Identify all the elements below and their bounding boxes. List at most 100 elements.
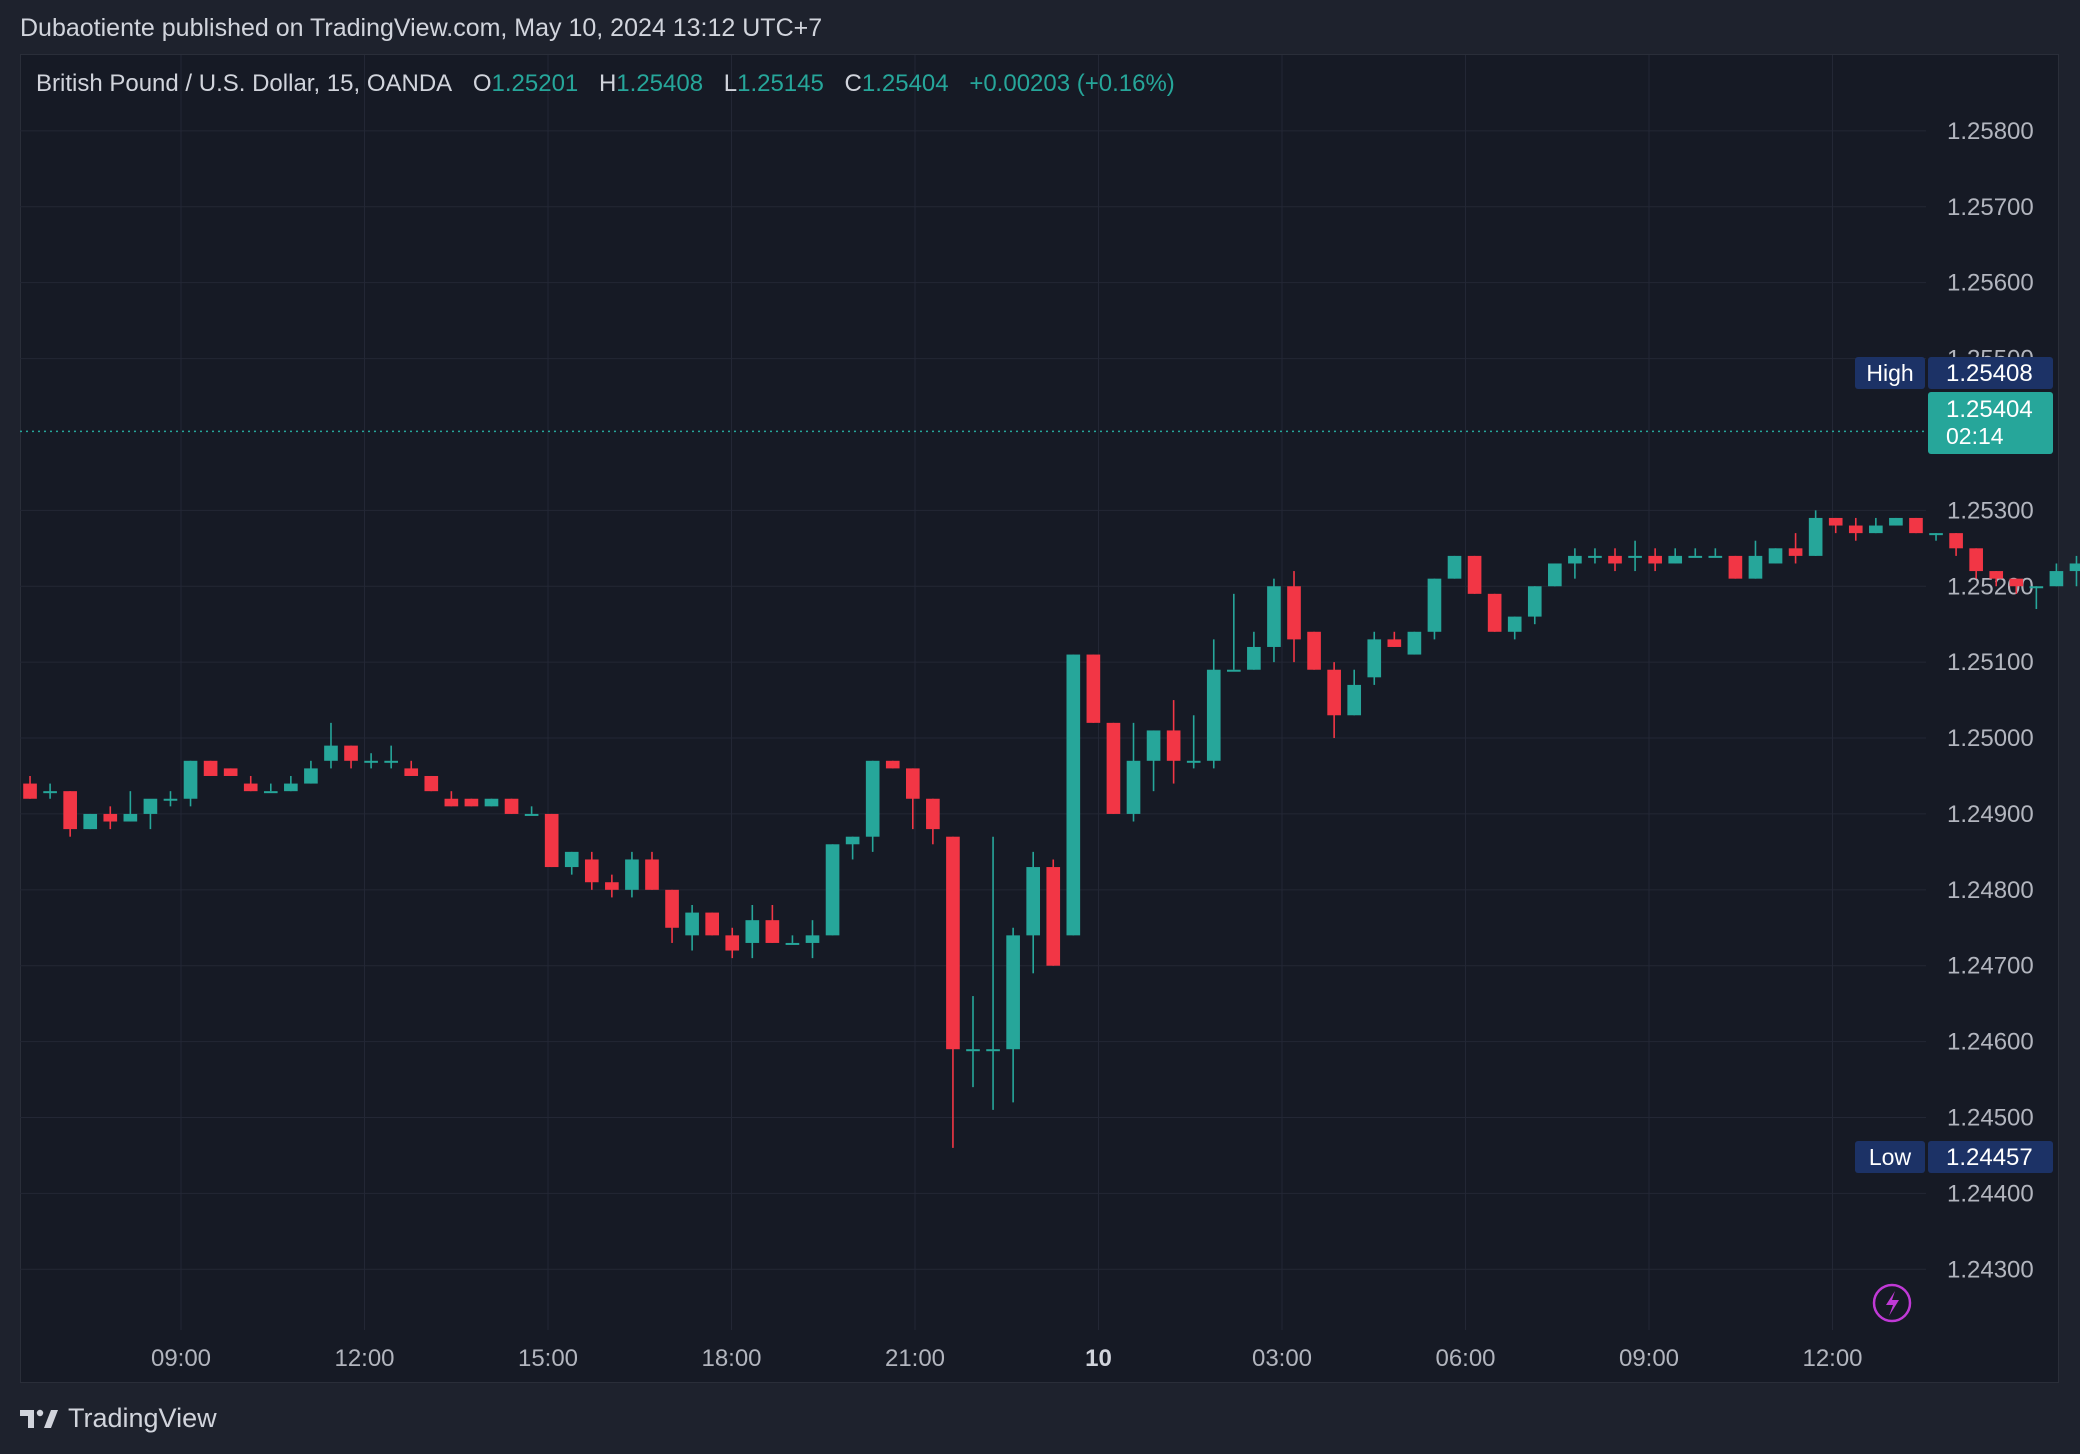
candle-body <box>183 760 198 799</box>
chart-frame[interactable] <box>20 54 2059 1383</box>
low-label: Low <box>1869 1144 1912 1170</box>
candle-body <box>805 935 820 943</box>
candle-body <box>725 935 740 951</box>
time-tick-label: 03:00 <box>1252 1345 1312 1372</box>
candle-body <box>143 798 158 814</box>
price-tick-label: 1.24500 <box>1947 1105 2034 1132</box>
candle-body <box>1648 555 1662 564</box>
tradingview-logo-icon <box>20 1409 58 1428</box>
symbol-title[interactable]: British Pound / U.S. Dollar, 15, OANDA <box>36 70 453 97</box>
candle-body <box>665 889 679 928</box>
candle-body <box>1688 555 1703 558</box>
time-tick-label: 12:00 <box>1802 1345 1862 1372</box>
candle-body <box>584 859 599 883</box>
price-tick-label: 1.24800 <box>1947 877 2034 904</box>
candle-body <box>404 768 419 776</box>
candle-body <box>1206 669 1221 761</box>
candle-body <box>1407 631 1422 655</box>
candle-body <box>1367 639 1382 678</box>
open-value: 1.25201 <box>491 70 579 97</box>
open-label: O <box>472 70 492 97</box>
candle-body <box>1527 586 1542 617</box>
lightning-icon[interactable] <box>1872 1283 1912 1323</box>
candle-body <box>605 882 619 890</box>
time-tick-label: 12:00 <box>334 1345 394 1372</box>
candle-body <box>1387 639 1402 647</box>
candle-body <box>2029 586 2044 589</box>
candle-body <box>284 783 298 792</box>
candle-body <box>1568 555 1582 564</box>
candle-body <box>564 851 579 868</box>
candle-body <box>1026 867 1041 936</box>
candle-body <box>63 791 77 830</box>
candle-body <box>845 836 860 845</box>
candle-body <box>986 1049 1000 1052</box>
close-label: C <box>844 70 862 97</box>
candle-body <box>926 798 940 830</box>
candle-body <box>1146 730 1161 761</box>
close-value: 1.25404 <box>861 70 949 97</box>
candle-body <box>324 745 338 761</box>
high-label: High <box>1866 360 1913 386</box>
countdown-timer: 02:14 <box>1946 423 2004 449</box>
price-tick-label: 1.24300 <box>1947 1256 2034 1283</box>
high-price-bg <box>1928 357 2053 389</box>
candle-body <box>1889 517 1903 526</box>
candle-body <box>2009 578 2024 587</box>
low-price-bg <box>1928 1141 2053 1173</box>
candle-body <box>1748 555 1763 579</box>
candle-body <box>1768 548 1783 564</box>
candle-body <box>1166 730 1181 761</box>
candle-body <box>23 783 37 799</box>
candle-body <box>1086 654 1101 723</box>
candle-body <box>1548 563 1562 587</box>
candle-body <box>1307 631 1321 670</box>
candle-body <box>504 798 519 814</box>
high-label-marker: High 1.25408 <box>1855 357 2053 389</box>
candle-body <box>1848 525 1863 534</box>
candle-body <box>1668 555 1683 564</box>
candle-body <box>263 791 278 794</box>
candle-body <box>1287 586 1301 640</box>
candle-body <box>625 859 639 890</box>
candle-body <box>1267 586 1281 647</box>
candle-body <box>966 1049 980 1052</box>
high-price: 1.25408 <box>1946 360 2033 387</box>
published-line: Dubaotiente published on TradingView.com… <box>20 14 823 42</box>
candle-body <box>1588 555 1602 558</box>
last-price-value: 1.25404 <box>1946 396 2033 423</box>
time-tick-label: 09:00 <box>1619 1345 1679 1372</box>
low-price: 1.24457 <box>1946 1144 2033 1171</box>
candle-body <box>685 912 699 936</box>
price-tick-label: 1.25000 <box>1947 725 2034 752</box>
candle-body <box>1106 722 1121 814</box>
candle-body <box>1467 555 1482 594</box>
low-label: L <box>723 70 738 97</box>
candle-body <box>103 813 118 822</box>
candle-body <box>1869 525 1883 534</box>
candle-body <box>1909 517 1923 534</box>
price-tick-label: 1.25700 <box>1947 194 2034 221</box>
high-label: H <box>598 70 617 97</box>
candle-body <box>1226 669 1241 672</box>
candle-body <box>1608 555 1622 564</box>
candle-body <box>1447 555 1462 579</box>
candle-body <box>1788 548 1803 556</box>
candle-body <box>785 942 800 945</box>
change-value: +0.00203 (+0.16%) <box>969 70 1175 97</box>
candle-body <box>1427 578 1442 632</box>
time-tick-label: 18:00 <box>701 1345 761 1372</box>
price-tick-label: 1.25300 <box>1947 497 2034 524</box>
candle-body <box>1929 533 1943 536</box>
low-label-bg <box>1855 1141 1925 1173</box>
price-tick-label: 1.24400 <box>1947 1180 2034 1207</box>
candle-body <box>1808 517 1823 556</box>
candle-body <box>223 768 238 776</box>
brand-label: TradingView <box>68 1403 217 1433</box>
candle-body <box>203 760 218 776</box>
candle-body <box>705 912 720 936</box>
footer-brand[interactable]: TradingView <box>20 1403 217 1434</box>
candle-body <box>1989 571 2004 579</box>
candle-body <box>43 791 57 794</box>
